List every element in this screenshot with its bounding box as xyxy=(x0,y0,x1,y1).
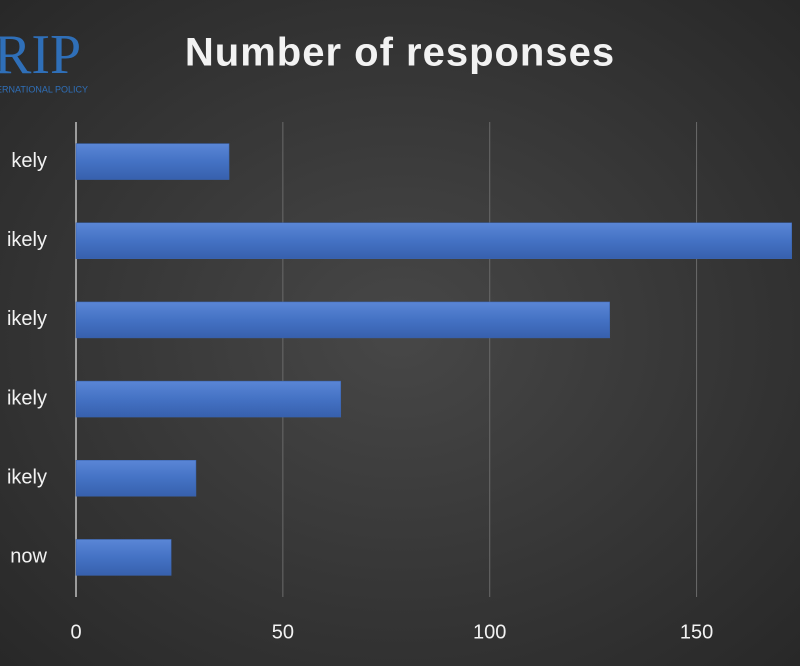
y-tick-label: kely xyxy=(11,150,47,172)
chart-title: Number of responses xyxy=(185,31,615,75)
logo-subtitle: ERNATIONAL POLICY xyxy=(0,84,88,94)
bar xyxy=(75,460,197,497)
x-tick-label: 100 xyxy=(473,621,506,643)
x-tick-label: 0 xyxy=(70,621,81,643)
y-tick-label: now xyxy=(10,546,47,568)
y-tick-label: ikely xyxy=(7,308,47,330)
y-tick-label: ikely xyxy=(7,387,47,409)
y-tick-label: ikely xyxy=(7,229,47,251)
bar xyxy=(75,143,230,180)
x-tick-label: 50 xyxy=(272,621,294,643)
bar xyxy=(75,222,792,259)
logo: RIP xyxy=(0,24,81,86)
x-tick-label: 150 xyxy=(680,621,713,643)
bar xyxy=(75,380,342,418)
bar xyxy=(75,539,172,576)
y-tick-label: ikely xyxy=(7,467,47,489)
bar xyxy=(75,301,610,339)
